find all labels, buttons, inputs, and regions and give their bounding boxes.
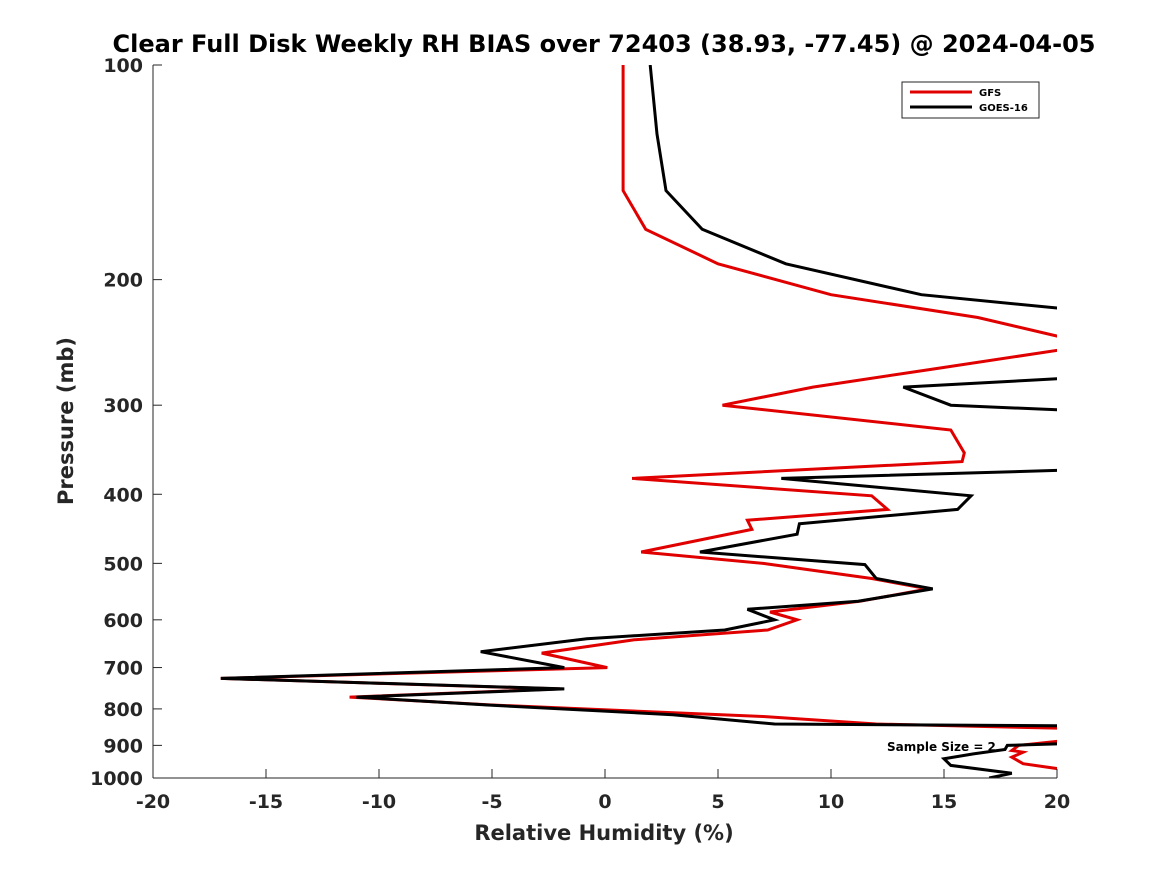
y-tick-label: 300 bbox=[103, 395, 143, 417]
x-tick-label: 10 bbox=[818, 791, 844, 813]
x-tick-label: -20 bbox=[136, 791, 170, 813]
legend: GFS GOES-16 bbox=[901, 81, 1040, 119]
y-tick-label: 600 bbox=[103, 610, 143, 632]
series-line-gfs bbox=[220, 65, 1057, 771]
plot-area bbox=[153, 65, 1057, 778]
y-tick-label: 100 bbox=[103, 55, 143, 77]
legend-label-gfs: GFS bbox=[979, 88, 1001, 99]
series-layer bbox=[220, 65, 1057, 778]
y-tick-label: 1000 bbox=[90, 768, 143, 790]
y-tick-label: 900 bbox=[103, 735, 143, 757]
chart-title: Clear Full Disk Weekly RH BIAS over 7240… bbox=[113, 30, 1096, 58]
legend-label-goes-16: GOES-16 bbox=[979, 103, 1028, 114]
x-tick-label: 15 bbox=[931, 791, 957, 813]
x-tick-label: 0 bbox=[598, 791, 611, 813]
y-axis-label: Pressure (mb) bbox=[54, 337, 78, 505]
sample-size-annotation: Sample Size = 2 bbox=[887, 740, 996, 754]
y-tick-label: 800 bbox=[103, 699, 143, 721]
y-tick-label: 700 bbox=[103, 658, 143, 680]
x-tick-label: -15 bbox=[249, 791, 283, 813]
x-tick-label: 5 bbox=[711, 791, 724, 813]
legend-box bbox=[901, 81, 1040, 119]
x-tick-label: -10 bbox=[362, 791, 396, 813]
x-tick-label: 20 bbox=[1044, 791, 1070, 813]
y-tick-label: 500 bbox=[103, 553, 143, 575]
series-line-goes-16 bbox=[220, 65, 1057, 778]
x-tick-label: -5 bbox=[481, 791, 502, 813]
x-axis-label: Relative Humidity (%) bbox=[474, 821, 733, 845]
y-tick-label: 400 bbox=[103, 484, 143, 506]
axes: -20 -15 -10 -5 0 5 10 15 20 100 200 300 400 500 600 700… bbox=[90, 55, 1070, 813]
y-tick-label: 200 bbox=[103, 270, 143, 292]
